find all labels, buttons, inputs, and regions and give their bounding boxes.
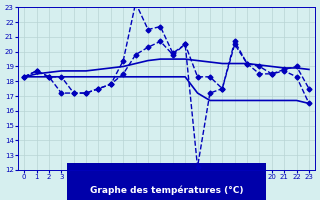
X-axis label: Graphe des températures (°C): Graphe des températures (°C) — [90, 186, 243, 195]
